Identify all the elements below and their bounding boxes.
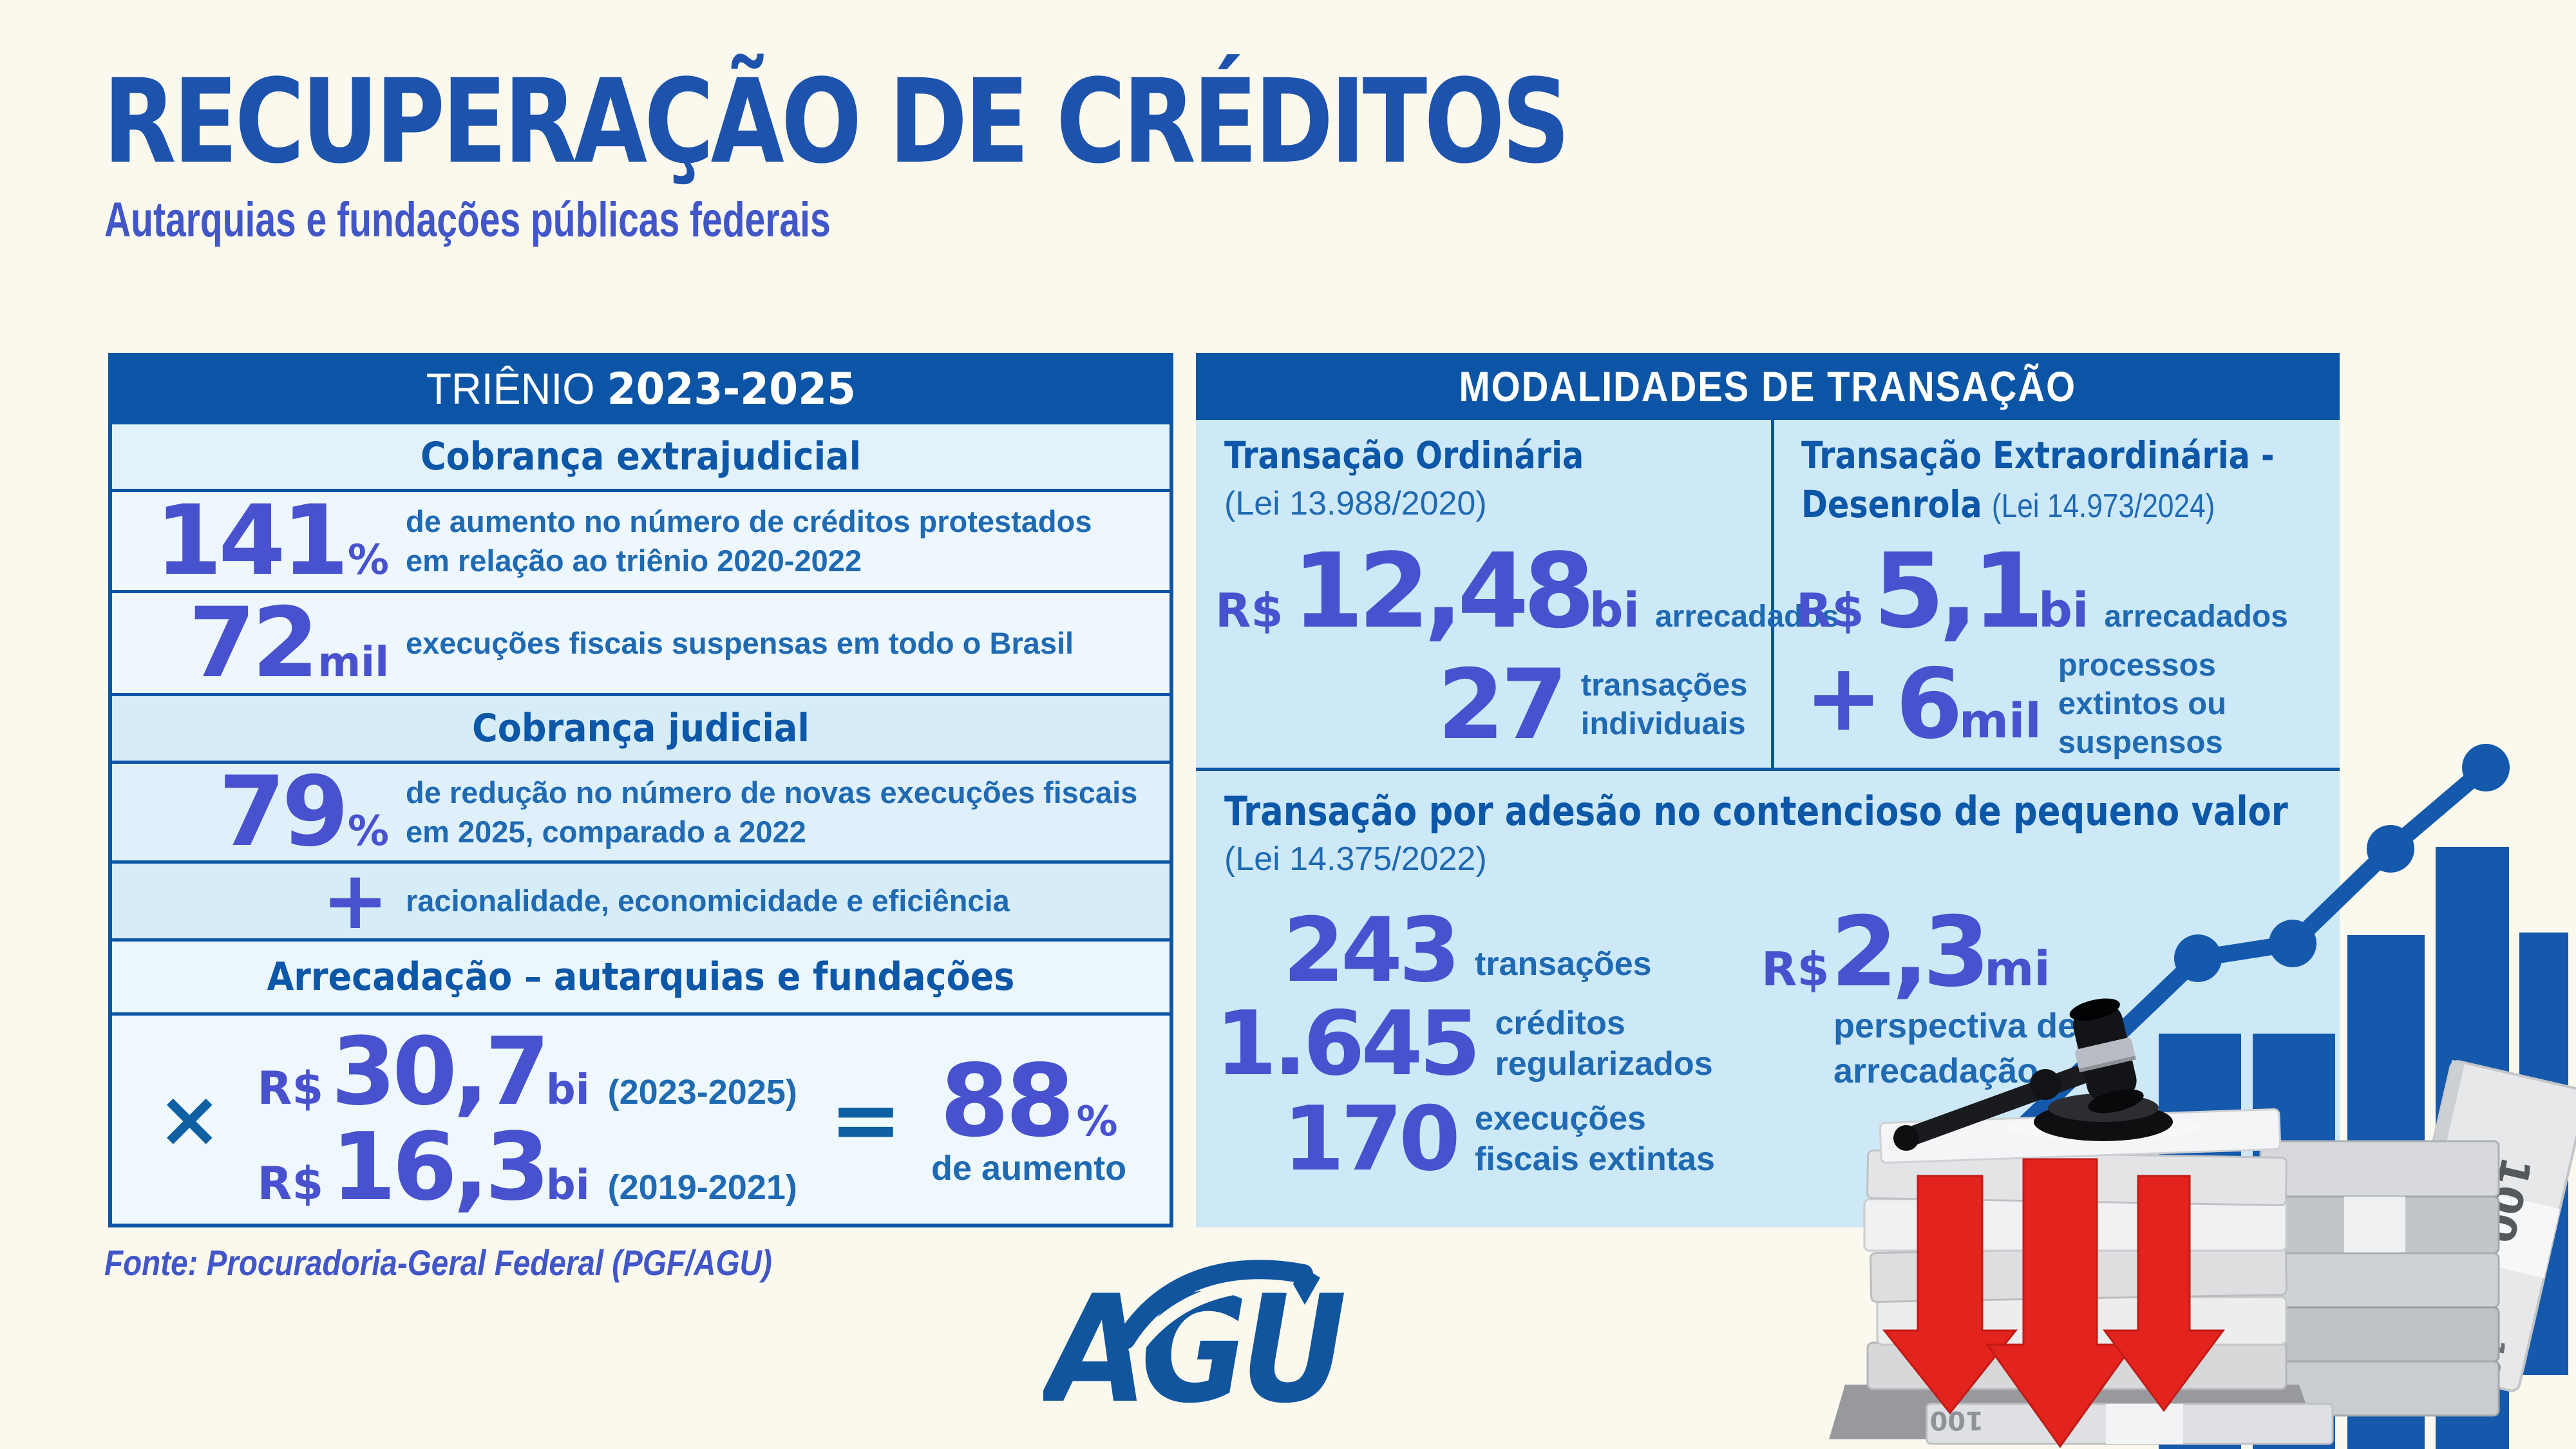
ordinaria-heading: Transação Ordinária — [1224, 433, 1584, 477]
amount-current: R$ 30,7 bi (2023-2025) — [257, 1017, 797, 1126]
adesao-stat-creditos: 1.645 créditos regularizados — [1215, 992, 1713, 1095]
modalidades-panel: MODALIDADES DE TRANSAÇÃO Transação Ordin… — [1196, 353, 2340, 1227]
adesao-stat-execucoes: 170 execuções fiscais extintas — [1282, 1087, 1715, 1191]
plus-icon: + — [321, 854, 389, 947]
stat-reducao-number: 79 % — [218, 756, 389, 868]
multiply-icon: × — [157, 1074, 222, 1164]
plus-benefits-row: + racionalidade, economicidade e eficiên… — [112, 854, 1170, 947]
page-subtitle: Autarquias e fundações públicas federais — [104, 193, 831, 247]
adesao-projection: R$ 2,3 mi perspectiva de arrecadação — [1761, 896, 2078, 1091]
logo-swoosh-icon — [1116, 1260, 1313, 1349]
plus-benefits-label: racionalidade, economicidade e eficiênci… — [406, 884, 1010, 918]
stat-protestados-label: de aumento no número de créditos protest… — [406, 504, 1092, 578]
banknote-label: 100 — [1930, 1405, 1984, 1435]
leaning-banknote-bundle: 100 100 — [2382, 1059, 2576, 1399]
equals-icon: = — [829, 1069, 903, 1170]
stat-suspensas-number: 72 mil — [188, 587, 389, 699]
stat-creditos-protestados: 141 % de aumento no número de créditos p… — [112, 489, 1170, 590]
logo-swoosh-tip — [1293, 1265, 1320, 1305]
stat-execucoes-suspensas: 72 mil execuções fiscais suspensas em to… — [112, 590, 1170, 693]
extraordinaria-heading: Transação Extraordinária - — [1801, 433, 2275, 477]
banknote-label: 100 — [2466, 1334, 2511, 1399]
trienio-panel-header: TRIÊNIO 2023-2025 — [112, 357, 1170, 421]
front-banknote-bundle: 100 — [1926, 1403, 2334, 1445]
arrecadacao-comparison-row: × R$ 30,7 bi (2023-2025) R$ 16,3 bi (201… — [112, 1012, 1170, 1224]
increase-result: 88 % de aumento — [931, 1043, 1127, 1188]
trienio-header-regular: TRIÊNIO — [426, 364, 595, 413]
adesao-heading: Transação por adesão no contencioso de p… — [1224, 788, 2288, 835]
arrecadacao-heading: Arrecadação – autarquias e fundações — [112, 938, 1170, 1012]
plus-icon: + — [1804, 643, 1883, 753]
amount-previous: R$ 16,3 bi (2019-2021) — [257, 1112, 797, 1222]
extraordinaria-heading-line2: Desenrola (Lei 14.973/2024) — [1801, 482, 2215, 526]
extrajudicial-heading: Cobrança extrajudicial — [112, 421, 1170, 489]
ordinaria-count: 27 transações individuais — [1437, 649, 1748, 761]
stat-protestados-number: 141 % — [155, 485, 389, 597]
modalidades-panel-header: MODALIDADES DE TRANSAÇÃO — [1196, 353, 2340, 420]
ordinaria-law: (Lei 13.988/2020) — [1224, 485, 1487, 522]
trienio-header-years: 2023-2025 — [607, 363, 856, 415]
agu-logo: AGU — [1043, 1260, 1351, 1436]
trienio-panel: TRIÊNIO 2023-2025 Cobrança extrajudicial … — [108, 353, 1173, 1227]
adesao-law: (Lei 14.375/2022) — [1224, 840, 1487, 878]
arrecadacao-amounts: R$ 30,7 bi (2023-2025) R$ 16,3 bi (2019-… — [257, 1017, 797, 1222]
extraordinaria-count: + 6 mil processos extintos ou suspensos — [1804, 643, 2227, 761]
modalidades-content: Transação Ordinária (Lei 13.988/2020) R$… — [1196, 420, 2340, 1227]
ordinaria-amount: R$ 12,48 bi arrecadados — [1215, 531, 1839, 651]
judicial-heading: Cobrança judicial — [112, 693, 1170, 761]
banknote-label: 100 — [2474, 1153, 2539, 1247]
logo-swoosh-gap — [1128, 1279, 1307, 1358]
horizontal-divider — [1196, 768, 2340, 771]
adesao-stat-transacoes: 243 transações — [1282, 898, 1652, 1002]
line-dot — [2462, 744, 2510, 791]
vertical-divider — [1771, 420, 1774, 768]
stat-reducao-label: de redução no número de novas execuções … — [406, 775, 1138, 849]
extraordinaria-law: (Lei 14.973/2024) — [1991, 488, 2215, 525]
extraordinaria-amount: R$ 5,1 bi arrecadados — [1796, 531, 2288, 651]
stat-reducao-execucoes: 79 % de redução no número de novas execu… — [112, 761, 1170, 860]
source-note: Fonte: Procuradoria-Geral Federal (PGF/A… — [104, 1242, 772, 1283]
stat-suspensas-label: execuções fiscais suspensas em todo o Br… — [406, 625, 1074, 660]
page-title: RECUPERAÇÃO DE CRÉDITOS — [103, 55, 1570, 189]
